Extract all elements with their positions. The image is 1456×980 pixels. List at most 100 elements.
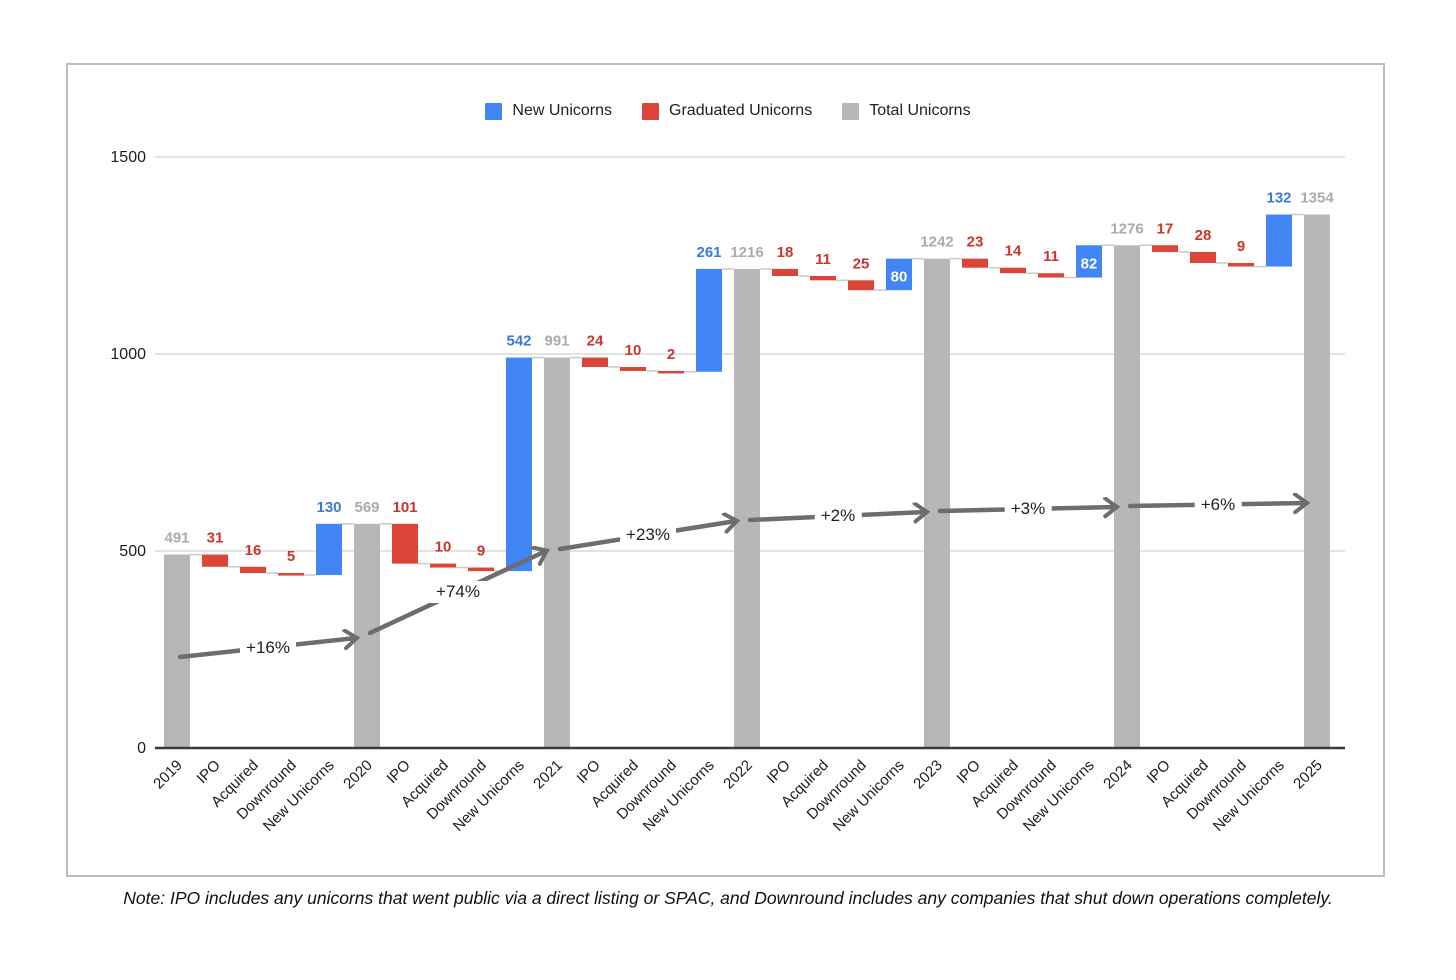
chart-text-labels: 050010001500491201931IPO16Acquired5Downr… bbox=[110, 149, 1334, 835]
growth-label-2024-2025: +6% bbox=[1194, 493, 1242, 516]
bar-value-label: 542 bbox=[506, 333, 531, 350]
legend-item-graduated-unicorns: Graduated Unicorns bbox=[642, 102, 812, 120]
legend-swatch-total-unicorns-icon bbox=[842, 102, 860, 120]
bar-value-label: 991 bbox=[544, 333, 569, 350]
bar-value-label: 18 bbox=[777, 244, 794, 261]
bar-value-label: 261 bbox=[696, 244, 721, 261]
waterfall-bar-downround-28 bbox=[1228, 262, 1254, 267]
waterfall-bar-acquired-17 bbox=[810, 275, 836, 281]
x-axis-label: IPO bbox=[954, 757, 984, 787]
bar-value-label: 16 bbox=[245, 542, 262, 559]
waterfall-bar-2022-15 bbox=[734, 268, 760, 748]
x-axis-label: IPO bbox=[764, 757, 794, 787]
bar-value-label: 82 bbox=[1081, 255, 1098, 272]
x-axis-label: IPO bbox=[194, 757, 224, 787]
legend-label-total-unicorns: Total Unicorns bbox=[869, 102, 971, 119]
bar-value-label: 10 bbox=[435, 539, 452, 556]
x-axis-label: 2024 bbox=[1100, 757, 1136, 793]
legend-label-graduated-unicorns: Graduated Unicorns bbox=[669, 102, 813, 119]
waterfall-bar-acquired-22 bbox=[1000, 267, 1026, 274]
waterfall-bar-downround-18 bbox=[848, 280, 874, 291]
x-axis-label: IPO bbox=[384, 757, 414, 787]
bar-value-label: 491 bbox=[164, 530, 189, 547]
waterfall-bar-downround-23 bbox=[1038, 273, 1064, 278]
waterfall-bar-ipo-6 bbox=[392, 523, 418, 564]
waterfall-bar-2021-10 bbox=[544, 357, 570, 748]
bar-value-label: 132 bbox=[1266, 190, 1291, 207]
waterfall-bar-downround-8 bbox=[468, 567, 494, 572]
bar-value-label: 1354 bbox=[1300, 190, 1334, 207]
bar-value-label: 2 bbox=[667, 346, 675, 363]
growth-label-2020-2021: +74% bbox=[430, 581, 486, 603]
bar-value-label: 1276 bbox=[1110, 220, 1143, 237]
x-axis-label: 2025 bbox=[1290, 757, 1326, 793]
growth-label-2023-2024: +3% bbox=[1004, 498, 1052, 520]
waterfall-bar-downround-3 bbox=[278, 573, 304, 576]
bar-value-label: 31 bbox=[207, 530, 224, 547]
bar-value-label: 1216 bbox=[730, 244, 763, 261]
waterfall-bar-acquired-27 bbox=[1190, 251, 1216, 263]
x-axis-label: 2023 bbox=[910, 757, 946, 793]
waterfall-bar-2019-0 bbox=[164, 554, 190, 748]
bar-value-label: 14 bbox=[1005, 243, 1022, 260]
waterfall-bar-2020-5 bbox=[354, 523, 380, 748]
legend-item-new-unicorns: New Unicorns bbox=[485, 102, 612, 120]
bar-value-label: 17 bbox=[1157, 220, 1174, 237]
bars-group bbox=[164, 214, 1330, 749]
waterfall-bar-new-unicorns-4 bbox=[316, 523, 342, 576]
waterfall-bar-new-unicorns-19 bbox=[886, 258, 912, 291]
x-axis-label: 2022 bbox=[720, 757, 756, 793]
waterfall-bar-downround-13 bbox=[658, 370, 684, 374]
chart-footnote: Note: IPO includes any unicorns that wen… bbox=[123, 888, 1333, 908]
x-axis-label: IPO bbox=[574, 757, 604, 787]
bar-value-label: 24 bbox=[587, 333, 604, 350]
bar-value-label: 9 bbox=[1237, 238, 1245, 255]
waterfall-bar-acquired-2 bbox=[240, 566, 266, 574]
chart-legend: New Unicorns Graduated Unicorns Total Un… bbox=[0, 102, 1456, 120]
waterfall-bar-new-unicorns-24 bbox=[1076, 245, 1102, 278]
bar-value-label: 28 bbox=[1195, 227, 1212, 244]
waterfall-bar-ipo-26 bbox=[1152, 245, 1178, 252]
bar-value-label: 5 bbox=[287, 548, 295, 565]
bar-value-label: 101 bbox=[392, 499, 417, 516]
legend-item-total-unicorns: Total Unicorns bbox=[842, 102, 971, 120]
x-axis-label: 2020 bbox=[340, 757, 376, 793]
x-axis-label: 2019 bbox=[150, 757, 186, 793]
bar-value-label: 11 bbox=[1043, 248, 1059, 265]
y-axis-tick-label: 0 bbox=[137, 740, 146, 757]
x-axis-label: 2021 bbox=[530, 757, 566, 793]
x-axis-label: IPO bbox=[1144, 757, 1174, 787]
growth-label-2019-2020: +16% bbox=[240, 636, 296, 659]
waterfall-bar-acquired-12 bbox=[620, 367, 646, 371]
legend-swatch-graduated-unicorns-icon bbox=[642, 102, 660, 120]
bar-value-label: 1242 bbox=[920, 234, 953, 251]
y-axis-tick-label: 500 bbox=[119, 543, 146, 560]
waterfall-bar-ipo-21 bbox=[962, 258, 988, 268]
waterfall-bar-2025-30 bbox=[1304, 214, 1330, 749]
waterfall-bar-ipo-16 bbox=[772, 268, 798, 276]
bar-value-label: 10 bbox=[625, 342, 642, 359]
bar-value-label: 569 bbox=[354, 499, 379, 516]
growth-label-2021-2022: +23% bbox=[620, 524, 676, 546]
waterfall-bar-new-unicorns-9 bbox=[506, 357, 532, 572]
waterfall-bar-new-unicorns-14 bbox=[696, 268, 722, 372]
waterfall-bar-ipo-1 bbox=[202, 554, 228, 567]
waterfall-bar-2023-20 bbox=[924, 258, 950, 748]
bar-value-label: 11 bbox=[815, 251, 831, 268]
growth-label-2022-2023: +2% bbox=[814, 505, 862, 527]
waterfall-bar-ipo-11 bbox=[582, 357, 608, 368]
waterfall-connectors bbox=[190, 213, 1304, 576]
bar-value-label: 25 bbox=[853, 255, 870, 272]
waterfall-bar-new-unicorns-29 bbox=[1266, 214, 1292, 267]
waterfall-bar-acquired-7 bbox=[430, 563, 456, 568]
bar-value-label: 80 bbox=[891, 269, 908, 286]
legend-swatch-new-unicorns-icon bbox=[485, 102, 503, 120]
legend-label-new-unicorns: New Unicorns bbox=[512, 102, 613, 119]
bar-value-label: 9 bbox=[477, 543, 485, 560]
y-axis-tick-label: 1000 bbox=[110, 346, 146, 363]
bar-value-label: 130 bbox=[316, 499, 341, 516]
waterfall-bar-2024-25 bbox=[1114, 245, 1140, 749]
chart-frame bbox=[66, 63, 1385, 877]
